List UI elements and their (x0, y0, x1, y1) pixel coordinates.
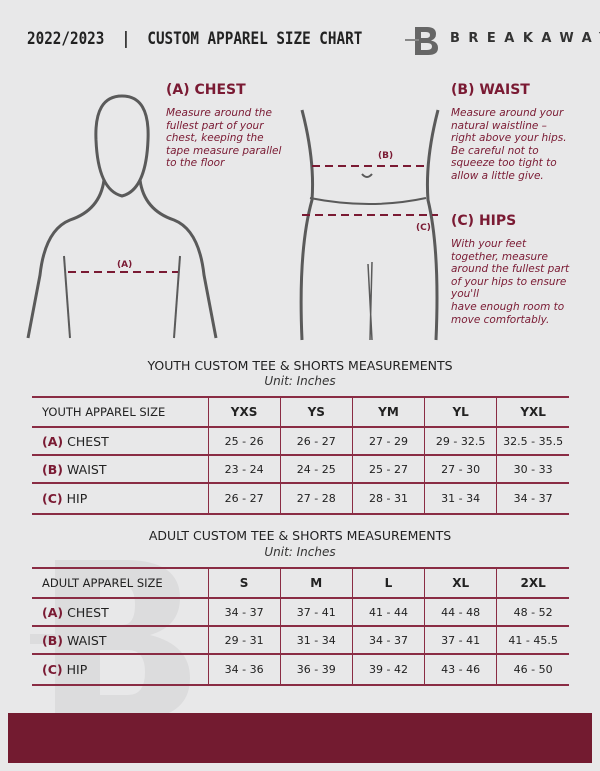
table-cell: 34 - 37 (496, 482, 569, 515)
footer-band (8, 713, 592, 763)
table-row: (C) HIP 26 - 27 27 - 28 28 - 31 31 - 34 34 - 3… (32, 482, 569, 515)
row-label: WAIST (66, 461, 107, 477)
row-label: HIP (66, 491, 88, 506)
table-cell: 27 - 28 (279, 482, 353, 515)
body-illustrations: (A) (B) (C) (26, 94, 440, 341)
table-row: (C) HIP 34 - 36 36 - 39 39 - 42 43 - 46 46 - 5… (32, 653, 569, 686)
page-title: 2022/2023 | CUSTOM APPAREL SIZE CHART (27, 29, 363, 49)
breakaway-logo-icon (405, 27, 438, 55)
row-label: (A) (42, 433, 64, 449)
header-cell: YL (424, 396, 497, 428)
chest-instructions: Measure around the fullest part of your … (166, 107, 282, 170)
table-row: (B) WAIST 29 - 31 31 - 34 34 - 37 37 - 41 41 -… (32, 625, 569, 655)
table-cell: 29 - 31 (207, 625, 281, 655)
header-cell: YOUTH APPAREL SIZE (32, 396, 208, 428)
hips-heading: (C) HIPS (451, 213, 517, 229)
header-cell: M (279, 567, 353, 599)
table-cell: 27 - 30 (424, 454, 497, 484)
table-cell: 24 - 25 (279, 454, 353, 484)
chest-heading: (A) CHEST (166, 82, 246, 98)
row-label: WAIST (66, 632, 107, 648)
table-cell: 31 - 34 (279, 625, 353, 655)
table-cell: 25 - 27 (351, 454, 425, 484)
row-label: (B) (42, 632, 63, 648)
youth-unit: Unit: Inches (264, 374, 336, 388)
table-cell: 44 - 48 (424, 597, 497, 627)
table-cell: 36 - 39 (279, 653, 353, 686)
header-cell: YM (351, 396, 425, 428)
table-cell: 28 - 31 (351, 482, 425, 515)
table-row: (B) WAIST 23 - 24 24 - 25 25 - 27 27 - 30 30 -… (32, 454, 569, 484)
table-cell: 48 - 52 (496, 597, 569, 627)
hips-marker: (C) (416, 223, 431, 233)
header-cell: L (351, 567, 425, 599)
adult-size-table: ADULT APPAREL SIZE S M L XL 2XL (A) CHEST 34 - … (32, 567, 569, 686)
table-cell: 32.5 - 35.5 (496, 426, 569, 456)
table-cell: (A) CHEST (32, 597, 208, 627)
table-cell: (B) WAIST (32, 625, 208, 655)
table-cell: (C) HIP (32, 653, 208, 686)
chest-marker: (A) (117, 260, 132, 270)
table-cell: 39 - 42 (351, 653, 425, 686)
waist-instructions: Measure around your natural waistline – … (451, 107, 567, 182)
row-label: CHEST (67, 433, 109, 449)
row-label: (C) (42, 491, 63, 506)
header-cell: YS (279, 396, 353, 428)
row-label: CHEST (67, 604, 109, 620)
table-header-row: ADULT APPAREL SIZE S M L XL 2XL (32, 567, 569, 599)
row-label: (A) (42, 604, 64, 620)
header-cell: ADULT APPAREL SIZE (32, 567, 208, 599)
adult-unit: Unit: Inches (264, 545, 336, 559)
row-label: (C) (42, 662, 63, 677)
table-cell: 25 - 26 (207, 426, 281, 456)
table-cell: 34 - 36 (207, 653, 281, 686)
table-cell: 46 - 50 (496, 653, 569, 686)
table-cell: 41 - 44 (351, 597, 425, 627)
table-cell: 37 - 41 (424, 625, 497, 655)
table-cell: 26 - 27 (279, 426, 353, 456)
header-cell: YXL (496, 396, 569, 428)
youth-size-table: YOUTH APPAREL SIZE YXS YS YM YL YXL (A) CHEST 2… (32, 396, 569, 515)
header-cell: 2XL (496, 567, 569, 599)
table-cell: (A) CHEST (32, 426, 208, 456)
row-label: HIP (66, 662, 88, 677)
row-label: (B) (42, 461, 63, 477)
table-cell: 30 - 33 (496, 454, 569, 484)
header-cell: YXS (207, 396, 281, 428)
waist-heading: (B) WAIST (451, 82, 530, 98)
table-cell: 27 - 29 (351, 426, 425, 456)
table-cell: 34 - 37 (351, 625, 425, 655)
table-cell: 41 - 45.5 (496, 625, 569, 655)
adult-table-title: ADULT CUSTOM TEE & SHORTS MEASUREMENTS (148, 528, 452, 543)
table-cell: 37 - 41 (279, 597, 353, 627)
hips-instructions: With your feet together, measure around … (451, 238, 570, 326)
table-row: (A) CHEST 34 - 37 37 - 41 41 - 44 44 - 48 48 -… (32, 597, 569, 627)
table-cell: 23 - 24 (207, 454, 281, 484)
header-cell: XL (424, 567, 497, 599)
table-header-row: YOUTH APPAREL SIZE YXS YS YM YL YXL (32, 396, 569, 428)
table-cell: 29 - 32.5 (424, 426, 497, 456)
chest-figure (26, 94, 218, 339)
waist-marker: (B) (378, 151, 393, 161)
table-cell: 31 - 34 (424, 482, 497, 515)
torso-figure (299, 109, 440, 341)
brand-name: BREAKAWAY (450, 31, 600, 46)
table-row: (A) CHEST 25 - 26 26 - 27 27 - 29 29 - 32.5 32… (32, 426, 569, 456)
youth-table-title: YOUTH CUSTOM TEE & SHORTS MEASUREMENTS (147, 358, 453, 373)
table-cell: 26 - 27 (207, 482, 281, 515)
table-cell: 43 - 46 (424, 653, 497, 686)
table-cell: (B) WAIST (32, 454, 208, 484)
table-cell: 34 - 37 (207, 597, 281, 627)
table-cell: (C) HIP (32, 482, 208, 515)
header-cell: S (207, 567, 281, 599)
